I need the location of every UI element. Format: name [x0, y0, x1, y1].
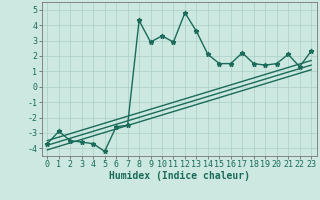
X-axis label: Humidex (Indice chaleur): Humidex (Indice chaleur) — [109, 171, 250, 181]
